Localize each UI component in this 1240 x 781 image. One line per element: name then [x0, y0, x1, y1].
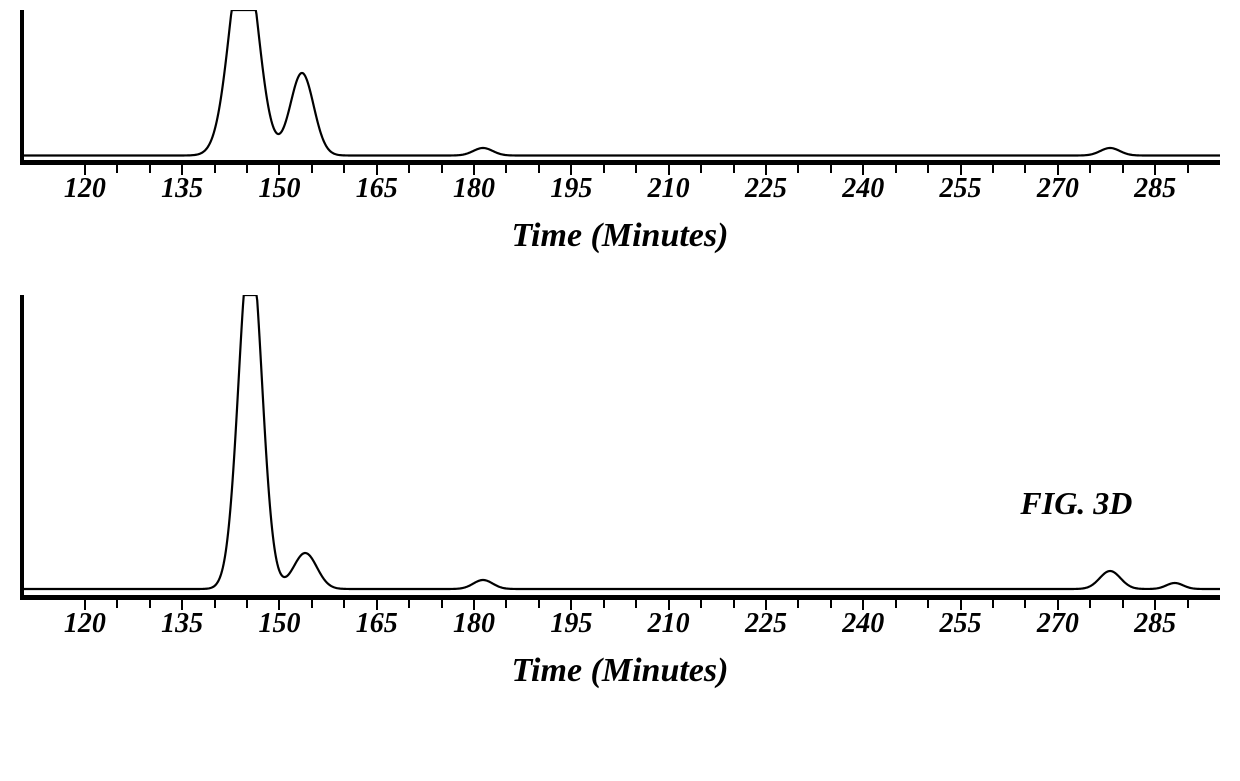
x-tick	[214, 163, 216, 173]
x-tick-label: 270	[1037, 608, 1079, 640]
x-tick	[635, 163, 637, 173]
x-tick	[700, 163, 702, 173]
x-tick	[116, 163, 118, 173]
x-tick-label: 240	[842, 173, 884, 205]
x-tick-label: 195	[550, 608, 592, 640]
x-tick	[214, 598, 216, 608]
x-tick-label: 195	[550, 173, 592, 205]
x-tick	[149, 163, 151, 173]
chart-panel-bottom: FIG. 3D 12013515016518019521022524025527…	[10, 295, 1230, 690]
x-tick	[441, 598, 443, 608]
x-tick	[700, 598, 702, 608]
x-tick-label: 210	[648, 173, 690, 205]
x-tick-label: 135	[161, 608, 203, 640]
figure-container: 120 135 150 165 180 195 210 225 240 255 270 285 Tim…	[10, 10, 1230, 690]
x-tick	[992, 598, 994, 608]
x-tick-label: 165	[356, 608, 398, 640]
x-tick	[441, 163, 443, 173]
x-tick	[505, 598, 507, 608]
x-tick-label: 255	[940, 173, 982, 205]
x-tick	[246, 163, 248, 173]
x-tick	[1187, 598, 1189, 608]
x-tick-label: 225	[745, 173, 787, 205]
chromatogram-trace	[24, 10, 1220, 156]
plot-area-bottom	[20, 295, 1220, 600]
x-tick-label: 285	[1134, 608, 1176, 640]
x-tick	[830, 598, 832, 608]
x-tick-label: 270	[1037, 173, 1079, 205]
x-tick-label: 285	[1134, 173, 1176, 205]
x-tick	[1187, 163, 1189, 173]
x-tick	[1122, 598, 1124, 608]
x-tick	[408, 598, 410, 608]
x-tick	[116, 598, 118, 608]
x-tick	[1024, 598, 1026, 608]
x-tick-label: 240	[842, 608, 884, 640]
x-axis-title-bottom: Time (Minutes)	[10, 652, 1230, 690]
x-tick-label: 255	[940, 608, 982, 640]
chromatogram-trace	[24, 295, 1220, 589]
x-tick	[603, 598, 605, 608]
x-tick	[603, 163, 605, 173]
x-tick	[733, 598, 735, 608]
x-tick-label: 150	[258, 173, 300, 205]
chart-panel-top: 120 135 150 165 180 195 210 225 240 255 270 285 Tim…	[10, 10, 1230, 255]
x-tick-label: 210	[648, 608, 690, 640]
x-tick-label: 120	[64, 173, 106, 205]
x-axis-title-top: Time (Minutes)	[10, 217, 1230, 255]
x-tick-label: 180	[453, 608, 495, 640]
x-tick-label: 120	[64, 608, 106, 640]
x-tick	[343, 598, 345, 608]
x-tick	[1089, 598, 1091, 608]
x-tick	[538, 598, 540, 608]
x-tick	[343, 163, 345, 173]
x-tick	[538, 163, 540, 173]
x-tick	[246, 598, 248, 608]
x-axis-ticks-top: 120 135 150 165 180 195 210 225 240 255 270 285	[20, 173, 1220, 213]
x-tick	[733, 163, 735, 173]
x-tick	[797, 598, 799, 608]
x-tick-label: 225	[745, 608, 787, 640]
x-tick	[149, 598, 151, 608]
x-tick	[895, 598, 897, 608]
x-tick	[1122, 163, 1124, 173]
x-tick-label: 150	[258, 608, 300, 640]
x-tick	[895, 163, 897, 173]
x-tick-label: 135	[161, 173, 203, 205]
x-axis-ticks-bottom: 120 135 150 165 180 195 210 225 240 255 270 285	[20, 608, 1220, 648]
x-tick	[927, 598, 929, 608]
plot-area-top	[20, 10, 1220, 165]
x-tick-label: 180	[453, 173, 495, 205]
chromatogram-top	[24, 10, 1220, 160]
chromatogram-bottom	[24, 295, 1220, 595]
x-tick	[311, 163, 313, 173]
x-tick	[830, 163, 832, 173]
x-tick	[505, 163, 507, 173]
x-tick-label: 165	[356, 173, 398, 205]
x-tick	[311, 598, 313, 608]
x-tick	[408, 163, 410, 173]
x-tick	[797, 163, 799, 173]
x-tick	[992, 163, 994, 173]
x-tick	[1089, 163, 1091, 173]
x-tick	[1024, 163, 1026, 173]
x-tick	[927, 163, 929, 173]
x-tick	[635, 598, 637, 608]
